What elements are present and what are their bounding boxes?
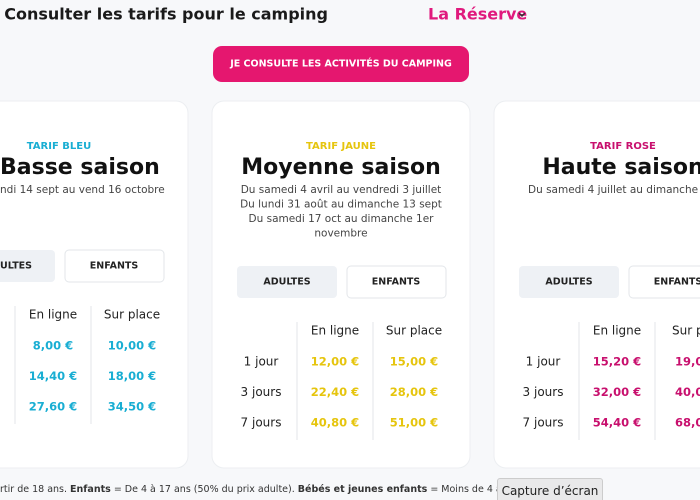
price-online: 32,00 € bbox=[593, 385, 641, 399]
tariff-tag: TARIF BLEU bbox=[27, 141, 91, 152]
footer-segment: Enfants bbox=[70, 484, 111, 495]
footer-note: rtir de 18 ans. Enfants = De 4 à 17 ans … bbox=[0, 484, 558, 495]
camping-select[interactable]: La Réserve bbox=[428, 5, 527, 24]
tab-adults-label[interactable]: ULTES bbox=[0, 261, 32, 272]
activities-button[interactable] bbox=[213, 46, 469, 82]
date-range: Du lundi 31 août au dimanche 13 sept bbox=[240, 199, 442, 211]
footer-segment: rtir de 18 ans. bbox=[0, 484, 71, 495]
column-header: En ligne bbox=[29, 308, 77, 322]
price-onsite: 10,00 € bbox=[108, 339, 156, 353]
tab-adults[interactable] bbox=[519, 266, 619, 298]
price-onsite: 19,0 bbox=[675, 355, 700, 369]
date-range: Du samedi 4 juillet au dimanche 30 a bbox=[528, 184, 700, 196]
price-onsite: 34,50 € bbox=[108, 400, 156, 414]
price-online: 22,40 € bbox=[311, 385, 359, 399]
season-title: Moyenne saison bbox=[241, 155, 441, 180]
season-title: Haute saison bbox=[542, 155, 700, 180]
price-onsite: 68,0 bbox=[675, 416, 700, 430]
column-header: Sur p bbox=[672, 324, 700, 338]
price-card bbox=[0, 100, 189, 469]
date-range: novembre bbox=[314, 228, 367, 240]
tariff-tag: TARIF ROSE bbox=[590, 141, 656, 152]
column-header: Sur place bbox=[386, 324, 442, 338]
tab-children-label[interactable]: ENFANTS bbox=[90, 261, 139, 272]
tab-adults[interactable] bbox=[0, 250, 55, 282]
price-online: 8,00 € bbox=[33, 339, 73, 353]
price-onsite: 18,00 € bbox=[108, 369, 156, 383]
footer-segment: = Moins de 4 ans (gratuit). bbox=[427, 484, 559, 495]
footer-segment: Bébés et jeunes enfants bbox=[297, 484, 428, 495]
duration: 1 jour bbox=[526, 355, 561, 369]
activities-button-label[interactable]: JE CONSULTE LES ACTIVITÉS DU CAMPING bbox=[229, 58, 452, 70]
duration: 3 jours bbox=[523, 385, 564, 399]
price-online: 14,40 € bbox=[29, 369, 77, 383]
tab-adults-label[interactable]: ADULTES bbox=[545, 277, 592, 288]
date-range: Du samedi 17 oct au dimanche 1er bbox=[249, 213, 435, 225]
price-onsite: 51,00 € bbox=[390, 416, 438, 430]
date-range: ndi 14 sept au vend 16 octobre bbox=[0, 184, 165, 196]
duration: 1 jour bbox=[244, 355, 279, 369]
date-range: Du samedi 4 avril au vendredi 3 juillet bbox=[241, 184, 442, 196]
price-onsite: 40,0 bbox=[675, 385, 700, 399]
duration: 3 jours bbox=[241, 385, 282, 399]
season-title: Basse saison bbox=[0, 155, 160, 180]
price-online: 12,00 € bbox=[311, 355, 359, 369]
price-onsite: 28,00 € bbox=[390, 385, 438, 399]
tab-children-label[interactable]: ENFANTS bbox=[372, 277, 421, 288]
duration: 7 jours bbox=[241, 416, 282, 430]
tab-adults-label[interactable]: ADULTES bbox=[263, 277, 310, 288]
tab-children[interactable] bbox=[64, 249, 165, 283]
price-online: 27,60 € bbox=[29, 400, 77, 414]
tab-children[interactable] bbox=[346, 265, 447, 299]
chevron[interactable] bbox=[518, 12, 526, 18]
price-online: 40,80 € bbox=[311, 416, 359, 430]
tariff-tag: TARIF JAUNE bbox=[306, 141, 376, 152]
price-onsite: 15,00 € bbox=[390, 355, 438, 369]
price-online: 15,20 € bbox=[593, 355, 641, 369]
column-header: Sur place bbox=[104, 308, 160, 322]
price-card bbox=[211, 100, 471, 469]
tab-adults[interactable] bbox=[237, 266, 337, 298]
tab-children-label[interactable]: ENFANTS bbox=[654, 277, 700, 288]
column-header: En ligne bbox=[593, 324, 641, 338]
page-title: Consulter les tarifs pour le camping bbox=[4, 5, 328, 24]
duration: 7 jours bbox=[523, 416, 564, 430]
tab-children[interactable] bbox=[628, 265, 700, 299]
footer-segment: = De 4 à 17 ans (50% du prix adulte). bbox=[110, 484, 298, 495]
capture-button[interactable]: Capture d’écran bbox=[497, 478, 603, 500]
column-header: En ligne bbox=[311, 324, 359, 338]
price-online: 54,40 € bbox=[593, 416, 641, 430]
